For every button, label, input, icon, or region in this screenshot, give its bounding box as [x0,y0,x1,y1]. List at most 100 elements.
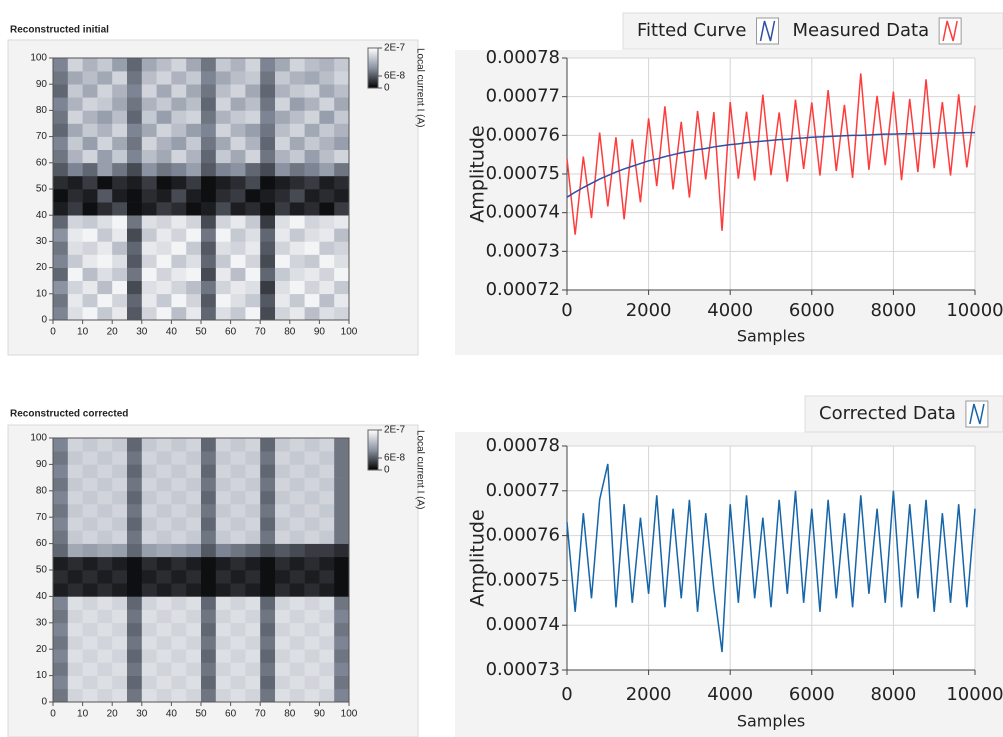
heatmap-cell [156,517,172,531]
heatmap-cell [319,530,335,544]
heatmap-cell [215,162,231,177]
y-tick-label: 80 [36,105,48,116]
heatmap-cell [97,543,113,558]
heatmap-cell [97,622,113,637]
heatmap-cell [201,293,217,308]
heatmap-cell [275,490,291,505]
heatmap-cell [230,583,246,597]
heatmap-cell [304,609,320,624]
heatmap-cell [53,464,69,478]
heatmap-cell [171,241,187,255]
heatmap-cell [289,464,305,478]
heatmap-cell [334,280,350,295]
heatmap-cell [289,241,305,255]
heatmap-cell [171,451,187,465]
heatmap-cell [82,202,98,216]
heatmap-cell [112,543,128,558]
x-tick-label: 50 [195,327,207,338]
heatmap-cell [245,517,261,531]
heatmap-cell [97,84,113,98]
heatmap-cell [186,570,202,584]
heatmap-cell [112,254,128,268]
heatmap-cell [245,97,261,111]
heatmap-cell [230,123,246,137]
heatmap-cell [141,175,157,190]
heatmap-cell [67,202,83,216]
heatmap-cell [215,254,231,268]
heatmap-cell [171,280,187,295]
heatmap-cell [53,215,69,229]
heatmap-cell [67,306,83,321]
heatmap-cell [289,84,305,98]
x-tick-label: 6000 [789,684,835,705]
heatmap-cell [97,583,113,597]
heatmap-cell [171,149,187,164]
heatmap-cell [275,477,291,492]
heatmap-cell [67,136,83,150]
heatmap-cell [334,504,350,518]
heatmap-cell [67,596,83,610]
heatmap-cell [112,175,128,190]
x-tick-label: 100 [341,709,358,720]
heatmap-cell [289,543,305,558]
heatmap-cell [127,438,143,452]
heatmap-cell [171,517,187,531]
heatmap-cell [304,662,320,676]
heatmap-cell [127,58,143,72]
heatmap-cell [304,202,320,216]
heatmap-cell [82,622,98,637]
heatmap-cell [201,464,217,478]
heatmap-cell [304,675,320,690]
x-tick-label: 20 [107,327,119,338]
heatmap-cell [186,254,202,268]
heatmap-cell [141,228,157,242]
heatmap-cell [275,596,291,610]
heatmap-cell [201,110,217,124]
heatmap-cell [141,675,157,690]
x-tick-label: 90 [314,327,326,338]
y-tick-label: 0.00074 [486,202,560,223]
heatmap-cell [67,622,83,637]
heatmap-cell [186,622,202,637]
heatmap-cell [67,280,83,295]
heatmap-cell [319,189,335,203]
heatmap-cell [82,688,98,703]
heatmap-cell [201,517,217,531]
heatmap-cell [201,280,217,295]
colorbar [367,429,379,471]
heatmap-cell [215,202,231,216]
heatmap-cell [334,636,350,650]
heatmap-cell [156,622,172,637]
heatmap-cell [127,570,143,584]
heatmap-cell [186,175,202,190]
heatmap-cell [141,149,157,164]
heatmap-cell [97,110,113,124]
heatmap-cell [97,228,113,242]
heatmap-cell [171,97,187,111]
heatmap-cell [171,228,187,242]
heatmap-cell [275,123,291,137]
heatmap-cell [245,254,261,268]
heatmap-cell [304,162,320,177]
heatmap-cell [260,596,276,610]
heatmap-cell [334,215,350,229]
heatmap-cell [53,149,69,164]
heatmap-cell [97,202,113,216]
x-tick-label: 30 [136,709,148,720]
heatmap-cell [289,596,305,610]
heatmap-cell [260,636,276,650]
heatmap-cell [141,162,157,177]
heatmap-cell [186,280,202,295]
heatmap-cell [304,254,320,268]
heatmap-cell [319,71,335,85]
heatmap-cell [171,464,187,478]
heatmap-cell [53,675,69,690]
heatmap-cell [275,609,291,624]
heatmap-cell [289,490,305,505]
heatmap-cell [289,451,305,465]
heatmap-cell [319,477,335,492]
heatmap-cell [127,97,143,111]
heatmap-cell [230,202,246,216]
heatmap-cell [112,622,128,637]
heatmap-cell [245,583,261,597]
